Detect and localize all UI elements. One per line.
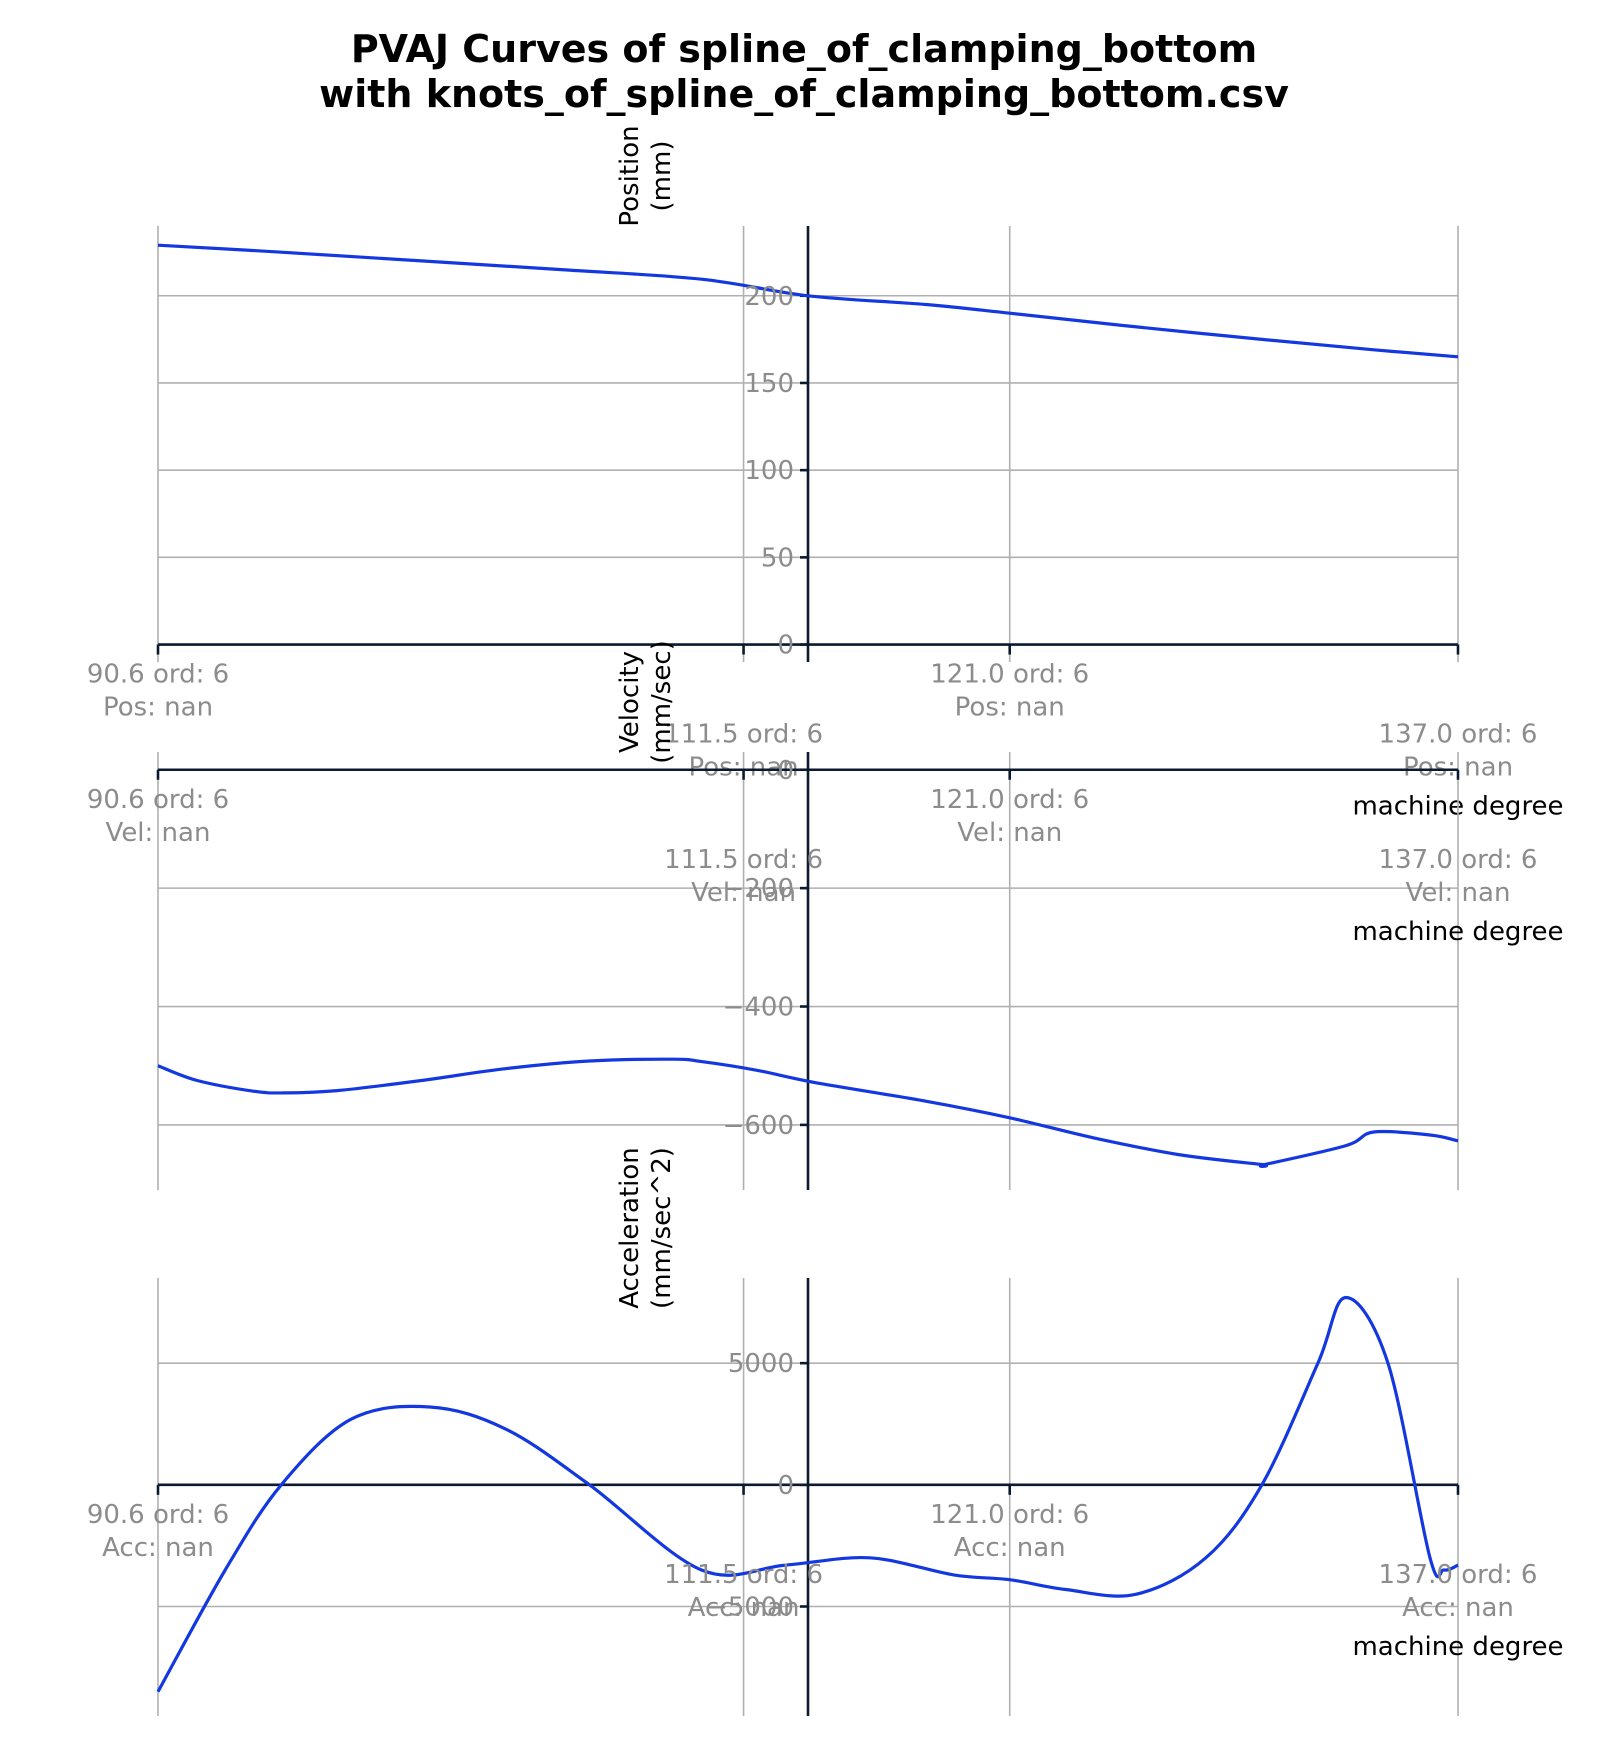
y-tick-label: 5000: [728, 1349, 794, 1379]
x-axis-label: machine degree: [1352, 917, 1563, 947]
y-tick-label: 0: [777, 1471, 794, 1501]
y-tick-label: −200: [723, 874, 794, 904]
knot-label: 137.0 ord: 6: [1379, 845, 1538, 875]
series-curve: [157, 1057, 1459, 1168]
figure-title-line1: PVAJ Curves of spline_of_clamping_bottom: [351, 27, 1257, 71]
knot-label: Pos: nan: [955, 693, 1065, 723]
knot-label: Pos: nan: [103, 693, 213, 723]
knot-label: 111.5 ord: 6: [664, 845, 823, 875]
y-axis-label: Position (mm): [615, 125, 677, 226]
knot-label: Vel: nan: [106, 818, 211, 848]
knot-label: 90.6 ord: 6: [87, 660, 229, 690]
series-curve: [156, 1295, 1459, 1693]
knot-label: Acc: nan: [102, 1533, 214, 1563]
knot-label: 137.0 ord: 6: [1379, 1560, 1538, 1590]
knot-label: 90.6 ord: 6: [87, 1500, 229, 1530]
knot-label: Vel: nan: [1406, 878, 1511, 908]
y-axis-label-line1: Velocity: [615, 651, 645, 753]
y-axis-label-line2: (mm/sec): [647, 640, 677, 764]
knot-label: Acc: nan: [688, 1593, 800, 1623]
knot-label: Acc: nan: [954, 1533, 1066, 1563]
y-tick-label: −400: [723, 993, 794, 1023]
y-axis-label: Acceleration (mm/sec^2): [615, 1147, 677, 1309]
y-axis-label-line2: (mm/sec^2): [647, 1147, 677, 1309]
x-axis-label: machine degree: [1352, 1632, 1563, 1662]
knot-label: 121.0 ord: 6: [930, 785, 1089, 815]
y-axis-label-line1: Acceleration: [615, 1147, 645, 1309]
y-tick-label: 50: [761, 543, 794, 573]
y-tick-label: 0: [777, 756, 794, 786]
y-tick-label: −600: [723, 1111, 794, 1141]
knot-label: Vel: nan: [691, 878, 796, 908]
knot-label: 111.5 ord: 6: [664, 720, 823, 750]
knot-label: Vel: nan: [957, 818, 1062, 848]
y-tick-label: 200: [744, 282, 794, 312]
knot-label: 121.0 ord: 6: [930, 660, 1089, 690]
y-tick-label: 0: [777, 631, 794, 661]
knot-label: 121.0 ord: 6: [930, 1500, 1089, 1530]
y-tick-label: −5000: [706, 1593, 794, 1623]
y-axis-label: Velocity (mm/sec): [615, 640, 677, 764]
knot-label: 111.5 ord: 6: [664, 1560, 823, 1590]
y-tick-label: 150: [744, 369, 794, 399]
y-tick-label: 100: [744, 456, 794, 486]
series-curve: [157, 243, 1459, 359]
knot-label: 137.0 ord: 6: [1379, 720, 1538, 750]
knot-label: Acc: nan: [1402, 1593, 1514, 1623]
knot-label: 90.6 ord: 6: [87, 785, 229, 815]
y-axis-label-line1: Position: [615, 125, 645, 226]
y-axis-label-line2: (mm): [647, 141, 677, 212]
figure-title-line2: with knots_of_spline_of_clamping_bottom.…: [319, 72, 1289, 116]
